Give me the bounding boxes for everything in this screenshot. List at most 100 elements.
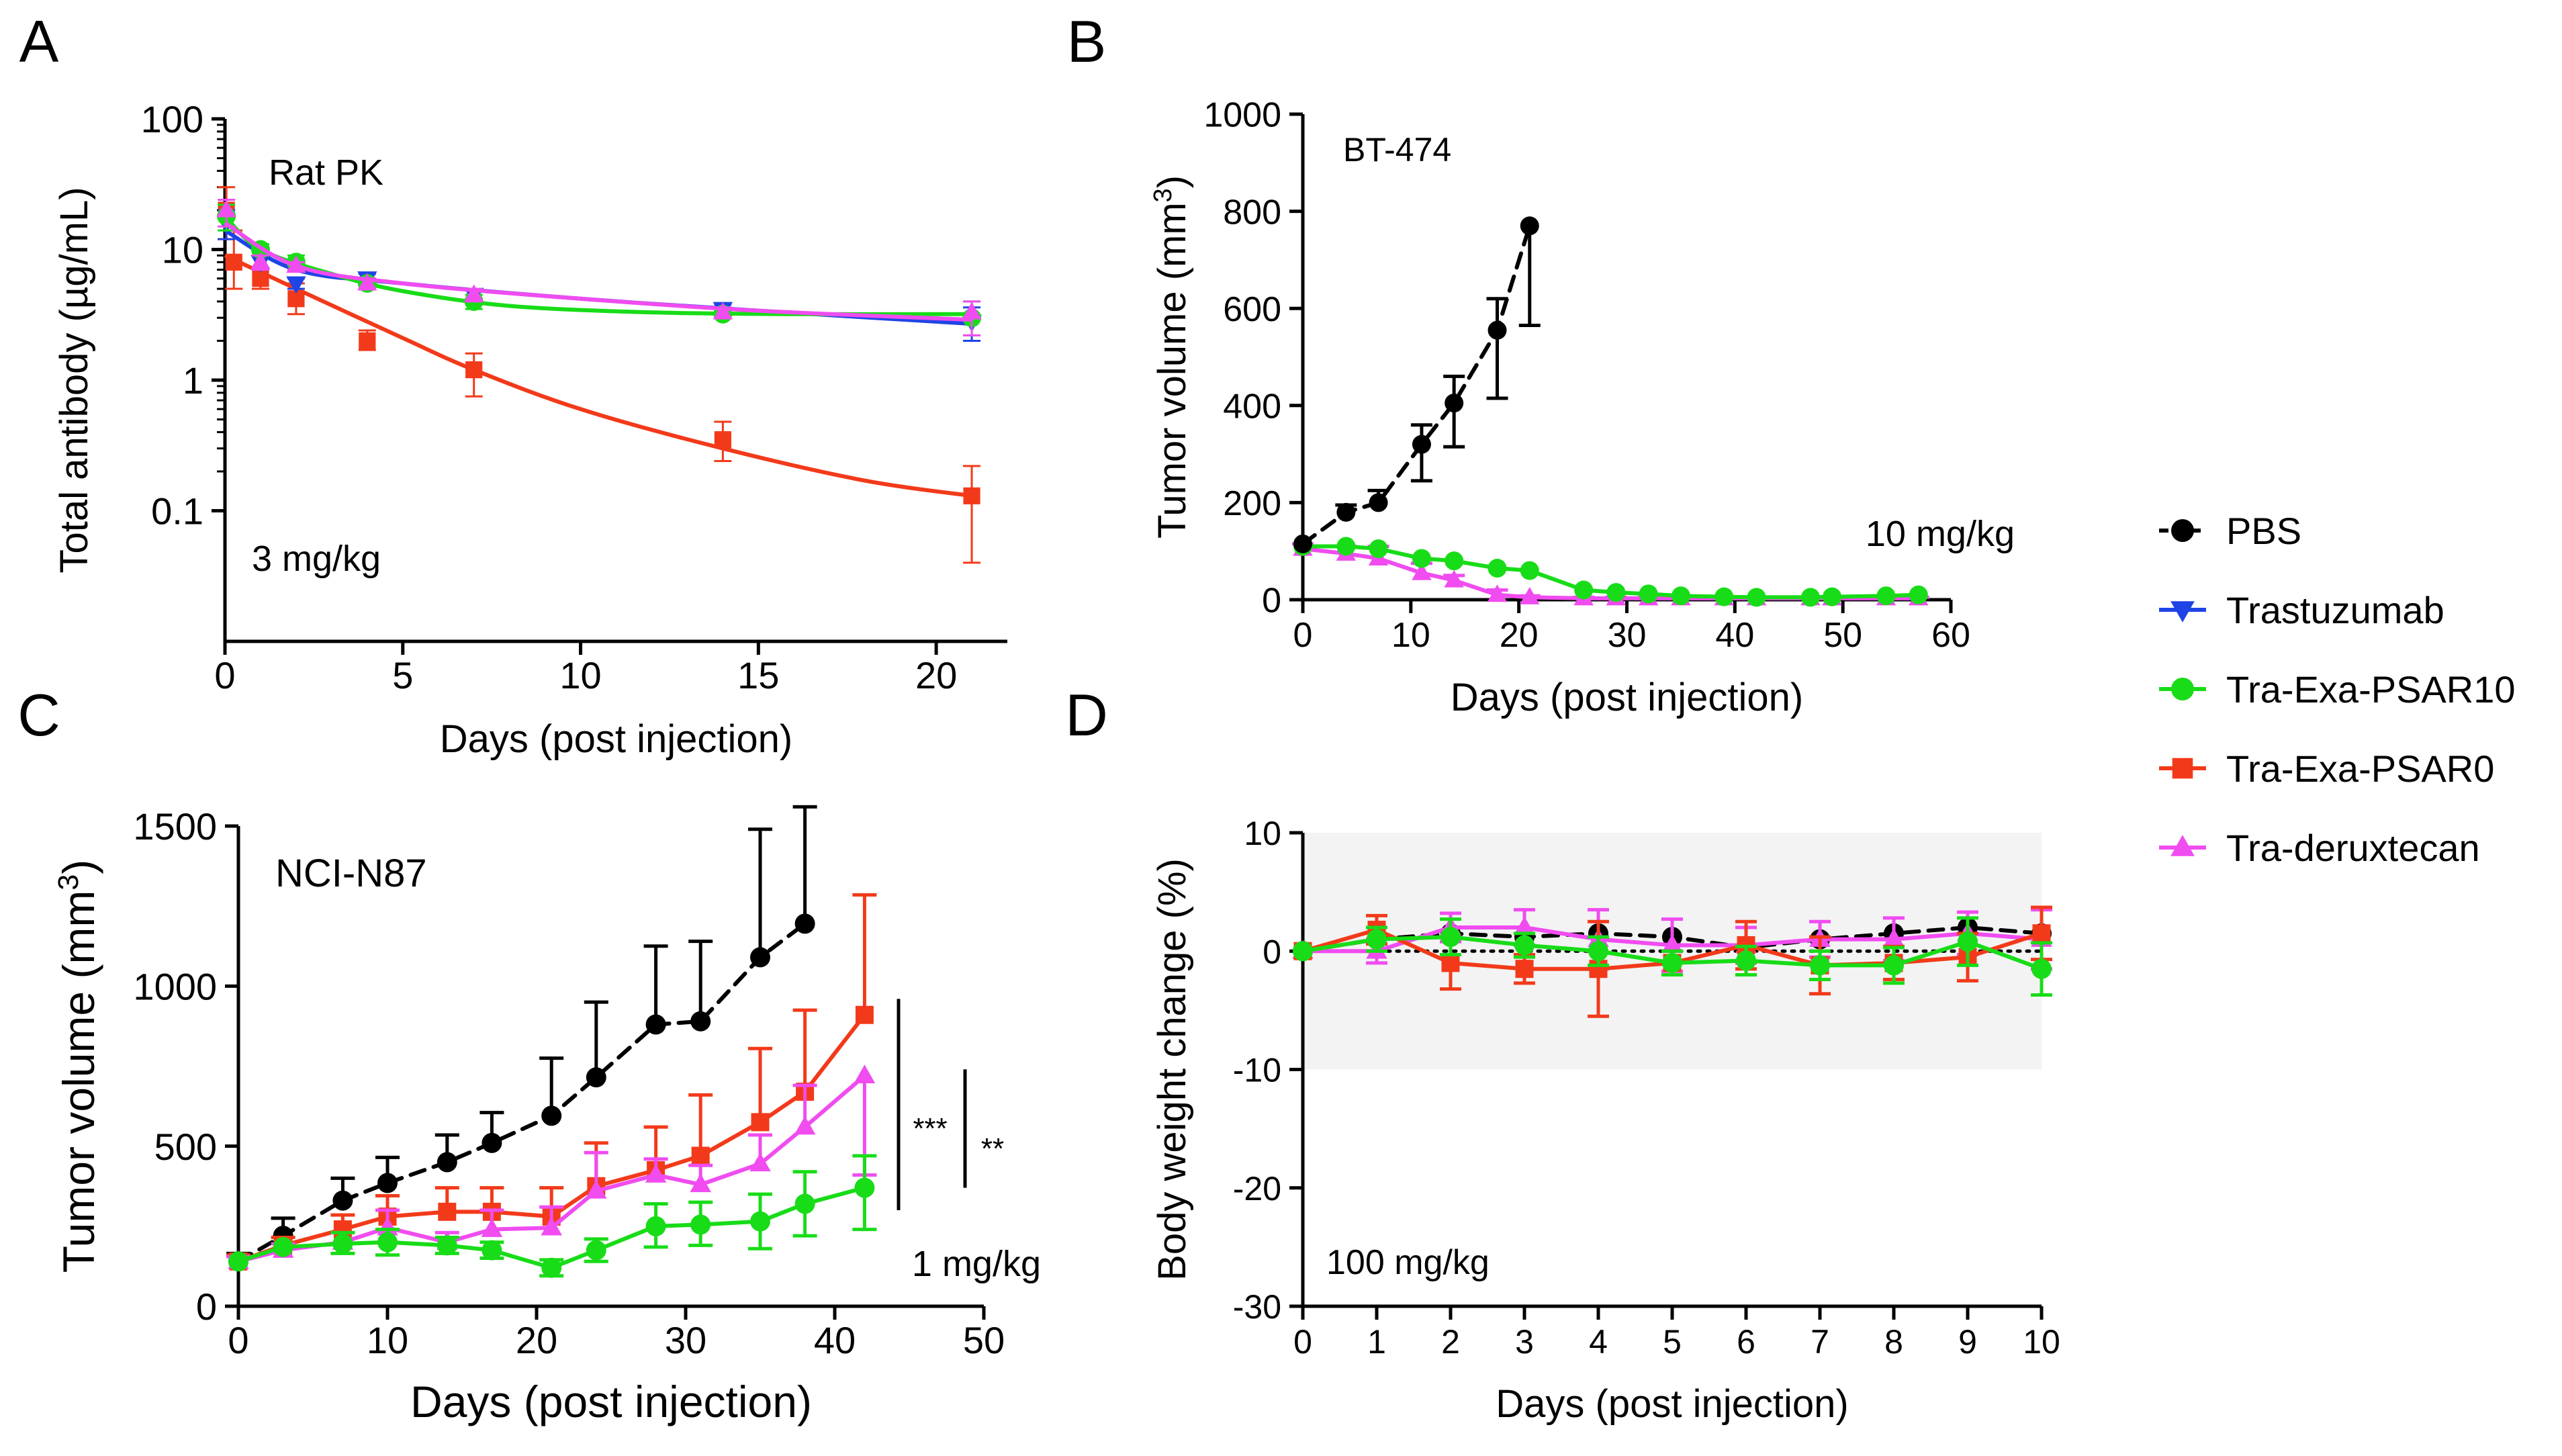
y-tick-label: 400: [1223, 388, 1281, 426]
data-point: [1876, 586, 1896, 606]
y-tick-label: 1500: [133, 805, 217, 848]
data-point: [750, 947, 770, 968]
data-point: [1441, 954, 1460, 972]
data-point: [1488, 559, 1507, 578]
legend-label: PBS: [2226, 510, 2301, 552]
data-point: [216, 199, 236, 218]
y-tick-label: 100: [141, 98, 203, 140]
dose-annotation: 1 mg/kg: [912, 1244, 1041, 1284]
data-point: [1958, 931, 1978, 952]
data-point: [1515, 960, 1534, 979]
data-point: [332, 1234, 353, 1255]
y-tick-label: 800: [1223, 193, 1281, 232]
data-point: [1514, 916, 1535, 936]
y-axis-label: Body weight change (%): [1150, 858, 1194, 1281]
data-point: [794, 1193, 815, 1214]
x-tick-label: 10: [1391, 616, 1430, 655]
x-tick-label: 5: [392, 654, 413, 696]
data-point: [1487, 584, 1508, 602]
y-axis-label: Total antibody (µg/mL): [52, 187, 96, 573]
data-point: [586, 1067, 606, 1088]
legend: PBS Trastuzumab Tra-Exa-PSAR10 Tra-Exa-PSAR…: [2159, 510, 2516, 869]
y-tick-label: 0: [196, 1285, 217, 1328]
y-tick-label: -20: [1233, 1170, 1281, 1208]
y-tick-label: 10: [1244, 815, 1281, 852]
y-tick-label: 0: [1262, 582, 1281, 621]
data-point: [690, 1214, 711, 1235]
data-point: [1606, 583, 1626, 602]
x-tick-label: 20: [1500, 616, 1539, 655]
data-point: [482, 1132, 502, 1153]
data-point: [463, 284, 484, 302]
x-tick-label: 0: [1293, 616, 1313, 655]
data-point: [854, 1064, 876, 1084]
data-point: [1574, 580, 1594, 600]
data-point: [1823, 587, 1842, 606]
data-point: [225, 253, 242, 271]
legend-entry-pbs: PBS: [2159, 510, 2301, 552]
data-point: [1293, 534, 1312, 553]
data-point: [541, 1105, 562, 1126]
data-point: [645, 1014, 666, 1035]
data-point: [690, 1011, 711, 1032]
x-tick-label: 15: [737, 654, 779, 696]
x-tick-label: 3: [1515, 1323, 1534, 1361]
data-point: [437, 1235, 457, 1256]
x-tick-label: 20: [516, 1319, 557, 1361]
legend-marker: [2171, 519, 2194, 542]
significance-label: **: [981, 1132, 1004, 1165]
legend-marker: [2171, 678, 2194, 700]
y-tick-label: 0: [1263, 933, 1281, 970]
data-point: [690, 1173, 711, 1193]
data-point: [1520, 216, 1539, 236]
data-point: [482, 1240, 502, 1261]
y-axis-label: Tumor volume (mm3): [52, 860, 103, 1273]
data-point: [465, 361, 483, 379]
y-tick-label: 500: [154, 1126, 217, 1168]
data-point: [1747, 588, 1766, 607]
x-tick-label: 30: [1608, 616, 1647, 655]
data-point: [286, 255, 306, 273]
y-axis-label-close: ): [54, 860, 103, 874]
legend-entry-tra-exa-psar10: Tra-Exa-PSAR10: [2159, 668, 2516, 711]
data-point: [1445, 394, 1464, 413]
data-point: [854, 1177, 875, 1198]
data-point: [377, 1232, 398, 1253]
data-point: [1800, 588, 1820, 607]
legend-label: Tra-Exa-PSAR0: [2226, 747, 2494, 790]
data-point: [794, 1116, 816, 1135]
data-point: [250, 251, 271, 269]
data-point: [645, 1216, 666, 1236]
data-point: [750, 1211, 770, 1232]
data-point: [1520, 586, 1540, 604]
data-point: [794, 913, 815, 934]
data-point: [1293, 941, 1313, 962]
data-point: [357, 273, 377, 291]
fit-curve: [224, 221, 972, 322]
x-tick-label: 6: [1737, 1323, 1755, 1361]
series-pbs: [1293, 216, 1541, 553]
y-axis-label-superscript: 3: [1148, 188, 1177, 202]
legend-entry-trastuzumab: Trastuzumab: [2159, 589, 2444, 631]
data-point: [1412, 435, 1431, 454]
panel-letter: C: [17, 682, 60, 748]
y-tick-label: -30: [1233, 1288, 1281, 1326]
data-point: [252, 270, 269, 287]
x-tick-label: 40: [1715, 616, 1754, 655]
data-point: [714, 431, 731, 449]
data-point: [645, 1164, 667, 1183]
data-point: [713, 302, 733, 320]
data-point: [1369, 539, 1388, 559]
legend-label: Tra-deruxtecan: [2226, 827, 2480, 869]
data-point: [1369, 493, 1388, 512]
series-line: [236, 921, 807, 1264]
data-point: [1514, 935, 1535, 956]
x-tick-label: 10: [367, 1319, 408, 1361]
data-point: [1444, 570, 1464, 588]
dose-annotation: 10 mg/kg: [1866, 514, 2015, 554]
data-point: [1588, 941, 1608, 962]
x-tick-label: 20: [915, 654, 957, 696]
